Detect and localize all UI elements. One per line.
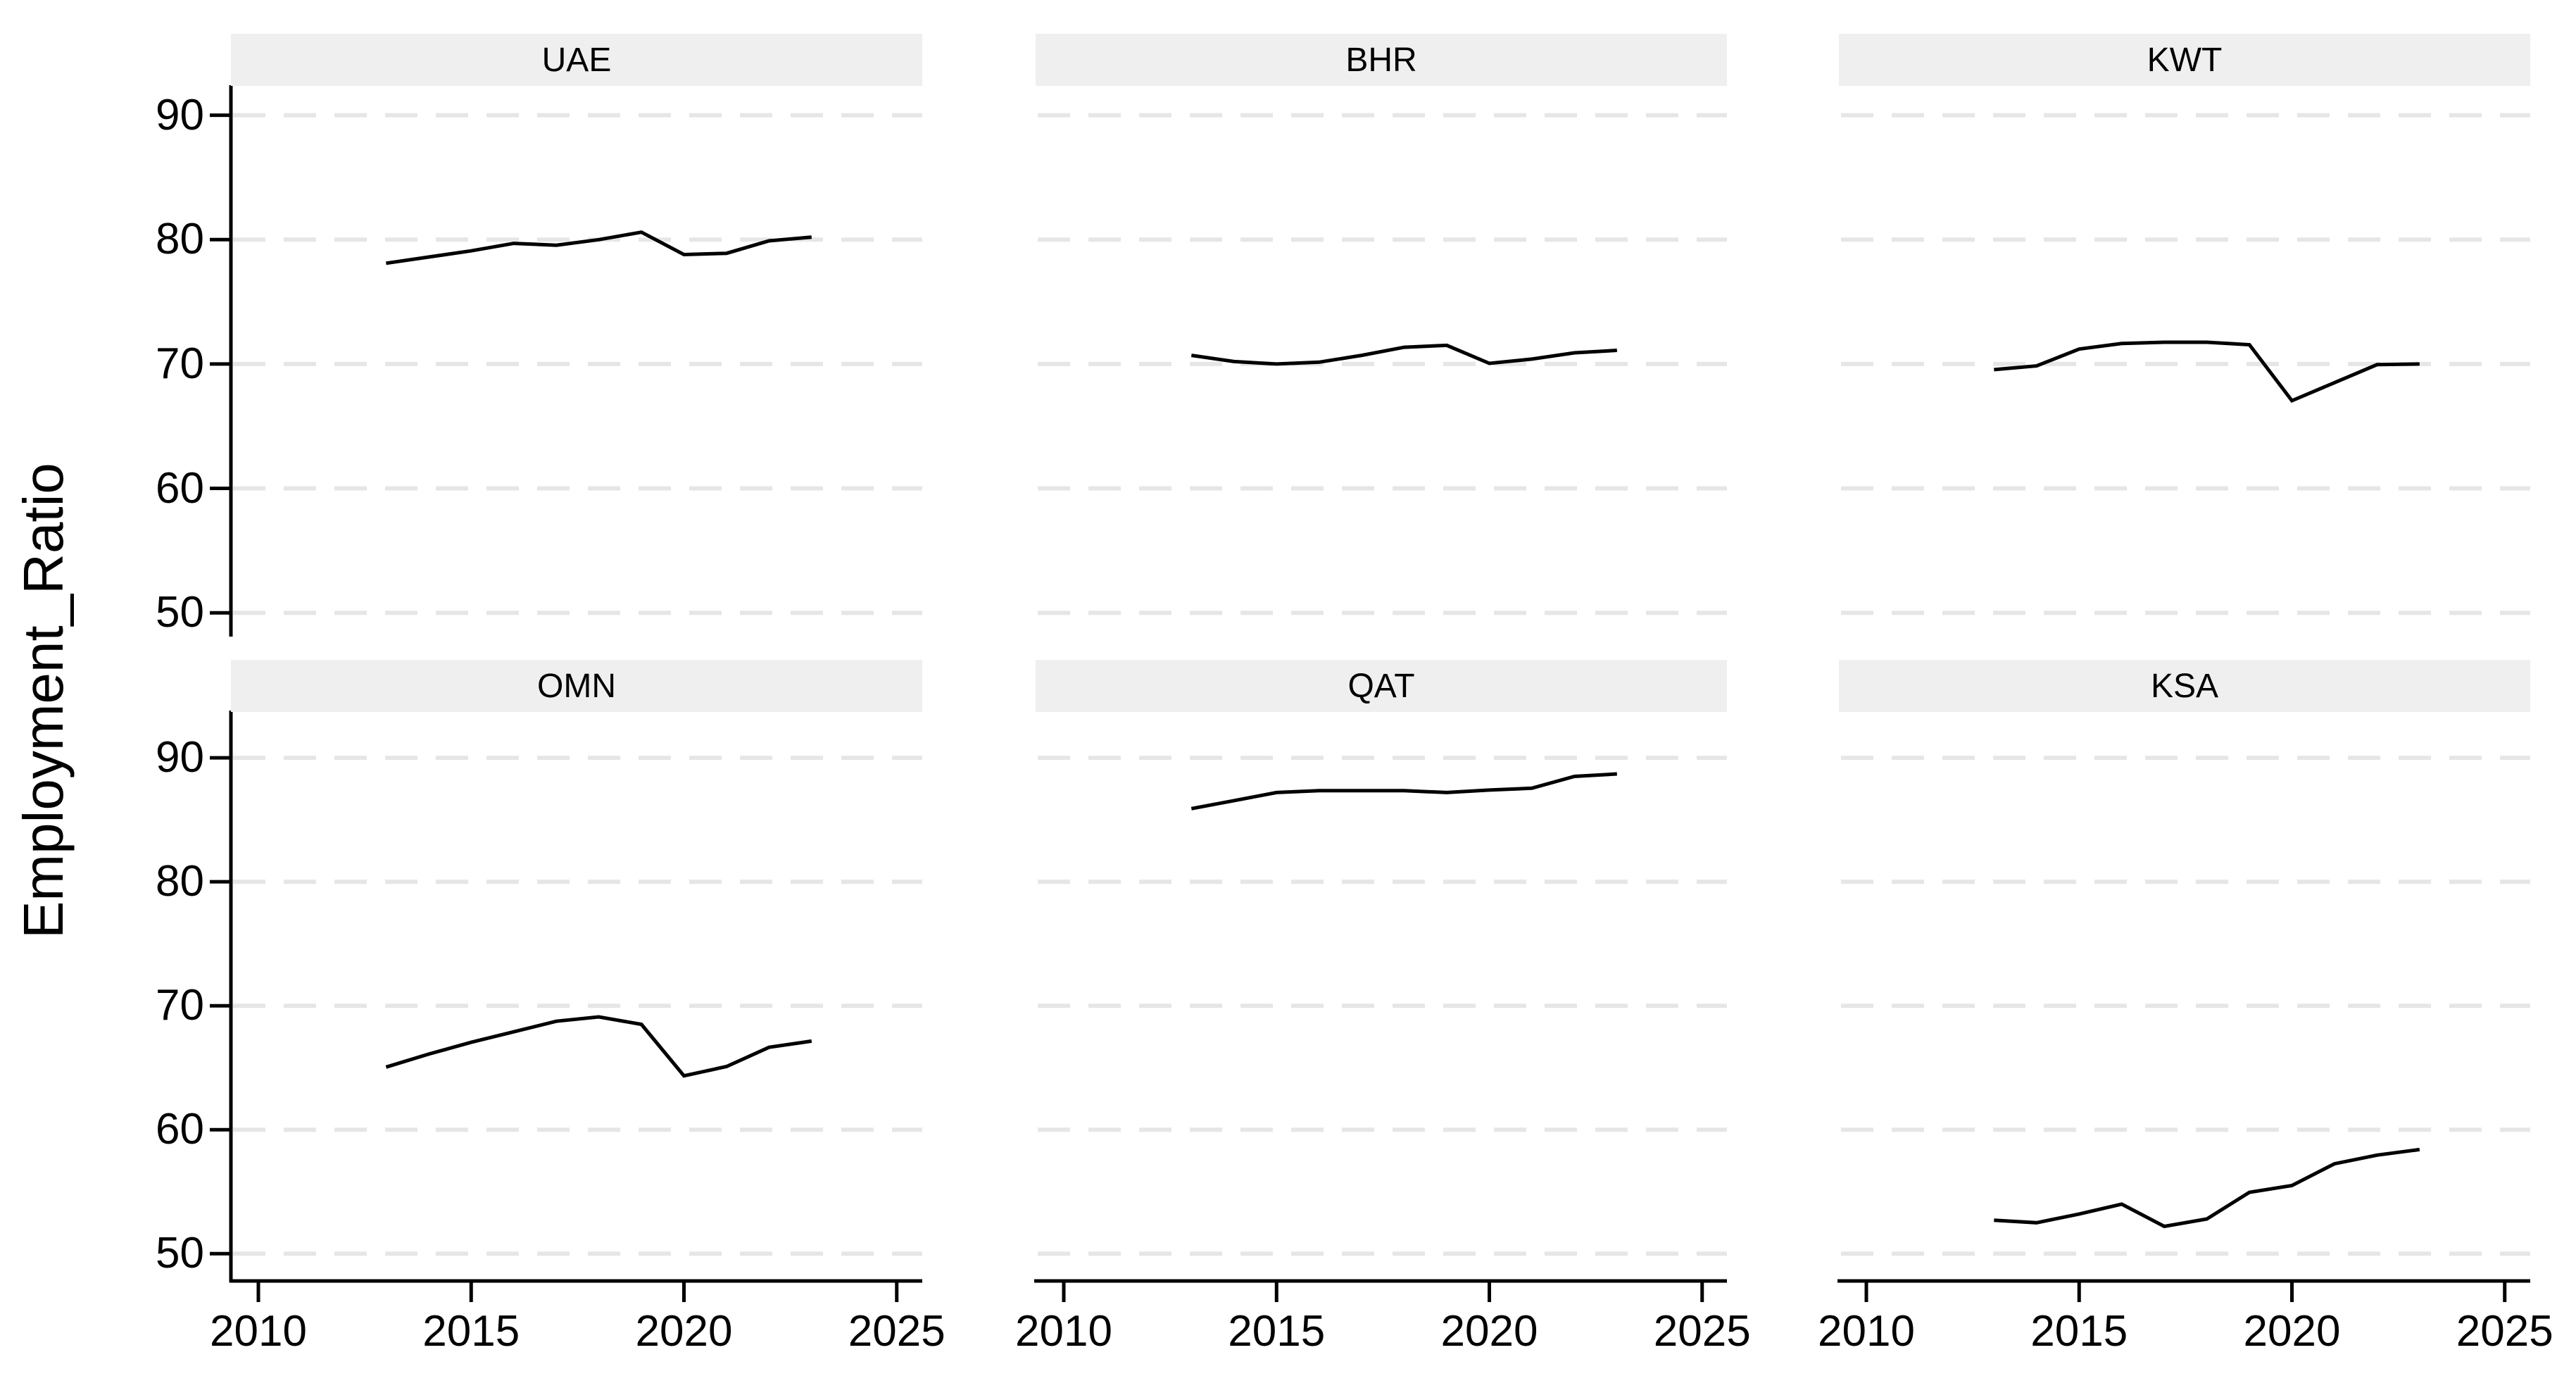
y-tick-label-70-row0: 70 — [156, 339, 204, 388]
x-tick-label-2010-col1: 2010 — [1015, 1307, 1112, 1356]
panel-header-qat: QAT — [1036, 660, 1727, 712]
panel-header-omn: OMN — [231, 660, 922, 712]
x-tick-label-2020-col0: 2020 — [635, 1307, 733, 1356]
y-tick-label-50-row0: 50 — [156, 588, 204, 637]
x-tick-label-2025-col1: 2025 — [1653, 1307, 1751, 1356]
y-tick-label-70-row1: 70 — [156, 981, 204, 1030]
line-series-ksa — [1994, 1147, 2420, 1229]
x-tick-label-2025-col0: 2025 — [848, 1307, 945, 1356]
x-tick-label-2020-col2: 2020 — [2243, 1307, 2341, 1356]
line-series-omn — [385, 1015, 812, 1078]
x-tick-label-2025-col2: 2025 — [2456, 1307, 2553, 1356]
x-tick-label-2015-col0: 2015 — [422, 1307, 520, 1356]
y-tick-label-50-row1: 50 — [156, 1229, 204, 1278]
y-tick-label-60-row0: 60 — [156, 463, 204, 513]
x-tick-label-2010-col2: 2010 — [1818, 1307, 1915, 1356]
x-tick-label-2010-col0: 2010 — [210, 1307, 307, 1356]
x-tick-label-2015-col2: 2015 — [2030, 1307, 2128, 1356]
x-tick-label-2020-col1: 2020 — [1440, 1307, 1538, 1356]
line-series-uae — [386, 230, 812, 265]
y-tick-label-90-row1: 90 — [156, 733, 204, 782]
y-tick-label-60-row1: 60 — [156, 1105, 204, 1154]
panel-header-kwt: KWT — [1839, 34, 2530, 86]
line-series-bhr — [1190, 343, 1617, 366]
line-series-kwt — [1994, 340, 2420, 404]
panel-header-ksa: KSA — [1839, 660, 2530, 712]
y-tick-label-80-row0: 80 — [156, 215, 204, 264]
y-tick-label-90-row0: 90 — [156, 90, 204, 139]
panel-header-uae: UAE — [231, 34, 922, 86]
panel-header-bhr: BHR — [1036, 34, 1727, 86]
y-tick-label-80-row1: 80 — [156, 857, 204, 906]
line-series-qat — [1190, 772, 1617, 811]
x-tick-label-2015-col1: 2015 — [1228, 1307, 1326, 1356]
